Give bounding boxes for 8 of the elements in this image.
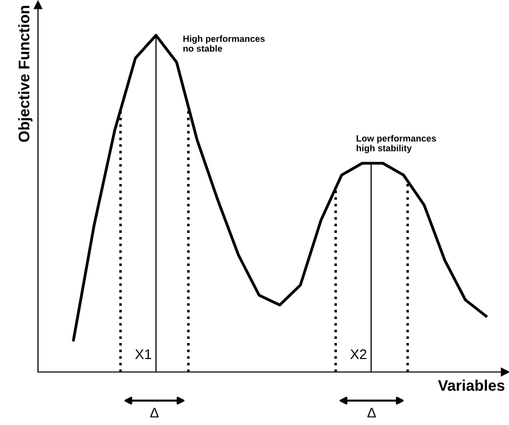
- annotation: X1: [135, 349, 152, 360]
- y-axis-title: Objective Function: [18, 6, 32, 142]
- annotation: High performances no stable: [183, 35, 265, 52]
- annotation: Low performances high stability: [356, 134, 436, 154]
- text: Δ: [150, 408, 159, 418]
- annotation: X2: [350, 349, 366, 360]
- x-axis-title: Variables: [438, 380, 504, 391]
- text: Δ: [367, 408, 376, 418]
